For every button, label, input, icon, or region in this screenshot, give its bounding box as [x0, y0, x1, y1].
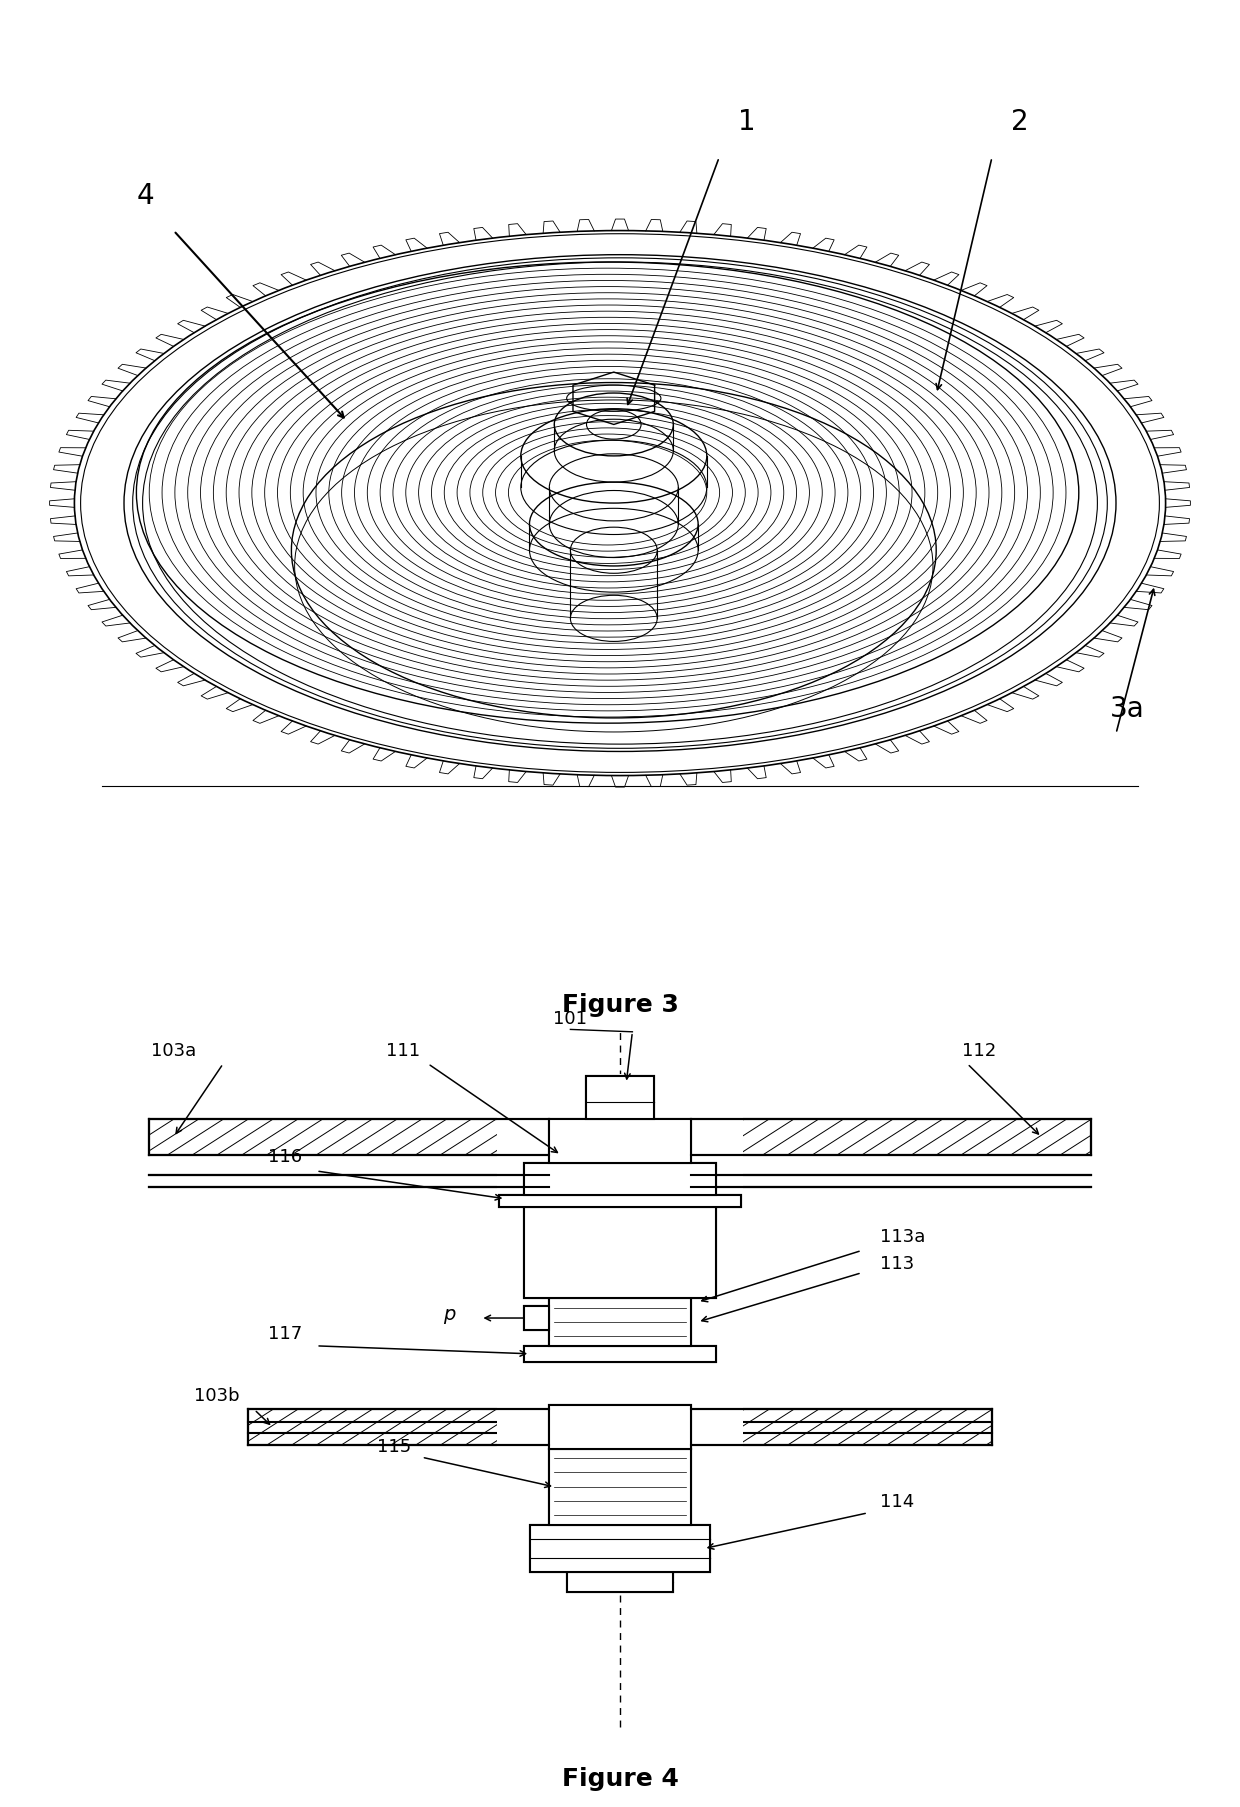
Bar [549, 1119, 692, 1164]
Text: 117: 117 [268, 1326, 303, 1343]
Text: 1: 1 [738, 108, 755, 136]
Text: p: p [444, 1305, 455, 1323]
Bar [523, 1346, 717, 1362]
Bar [568, 1572, 672, 1592]
Bar [248, 1409, 992, 1446]
Bar [585, 1075, 655, 1119]
Text: 116: 116 [268, 1147, 303, 1166]
Bar [531, 1525, 711, 1572]
Text: 111: 111 [386, 1041, 420, 1059]
Bar [523, 1306, 549, 1330]
Bar [583, 1408, 657, 1447]
Bar [523, 1346, 717, 1362]
Bar [568, 1572, 672, 1592]
Bar [549, 1297, 692, 1346]
Bar [149, 1119, 1091, 1155]
Text: 103b: 103b [195, 1388, 239, 1406]
Bar [523, 1164, 717, 1194]
Bar [549, 1119, 692, 1164]
Text: 115: 115 [377, 1438, 412, 1456]
Bar [549, 1406, 692, 1449]
Text: 112: 112 [962, 1041, 997, 1059]
Text: 2: 2 [1011, 108, 1028, 136]
Bar [549, 1449, 692, 1525]
Bar [531, 1525, 711, 1572]
Bar [523, 1207, 717, 1297]
Bar [585, 1075, 655, 1119]
Bar [549, 1297, 692, 1346]
Bar [583, 1119, 657, 1156]
Text: 103a: 103a [151, 1041, 196, 1059]
Bar [498, 1194, 742, 1207]
Bar [523, 1207, 717, 1297]
Text: 114: 114 [880, 1493, 915, 1511]
Text: Figure 3: Figure 3 [562, 992, 678, 1017]
Text: 113: 113 [880, 1254, 915, 1272]
Text: 101: 101 [553, 1010, 588, 1028]
Bar [523, 1306, 549, 1330]
Bar [549, 1406, 692, 1449]
Bar [498, 1194, 742, 1207]
Text: 113a: 113a [880, 1227, 926, 1245]
Bar [523, 1164, 717, 1194]
Text: 3a: 3a [1110, 696, 1145, 723]
Bar [496, 1073, 743, 1574]
Text: 4: 4 [136, 183, 154, 210]
Text: Figure 4: Figure 4 [562, 1767, 678, 1791]
Bar [549, 1449, 692, 1525]
